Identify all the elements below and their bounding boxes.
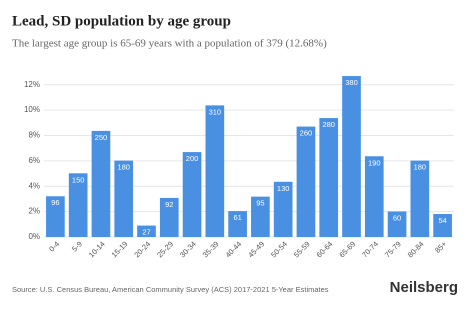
x-tick-label: 0-4 <box>47 239 61 253</box>
source: Source: U.S. Census Bureau, American Com… <box>12 285 329 294</box>
x-tick-label: 55-59 <box>292 239 312 259</box>
value-label: 250 <box>95 133 108 142</box>
bar <box>137 225 156 237</box>
value-label: 190 <box>368 158 381 167</box>
x-tick-label: 35-39 <box>201 239 221 259</box>
x-tick-label: 25-29 <box>155 239 175 259</box>
x-tick-label: 15-19 <box>110 239 130 259</box>
bar <box>273 181 293 237</box>
y-tick-label: 6% <box>28 156 40 165</box>
bar <box>228 211 247 237</box>
x-tick-label: 65-69 <box>337 239 357 259</box>
bar <box>410 160 430 237</box>
value-label: 60 <box>393 213 401 222</box>
bar <box>159 197 179 237</box>
x-tick-label: 20-24 <box>132 239 152 259</box>
brand: Neilsberg <box>390 279 458 296</box>
chart-title: Lead, SD population by age group <box>12 13 231 29</box>
chart-subtitle: The largest age group is 65-69 years wit… <box>12 38 327 50</box>
x-tick-label: 60-64 <box>315 239 335 259</box>
x-tick-label: 70-74 <box>360 239 380 259</box>
bar <box>296 126 316 237</box>
y-tick-label: 0% <box>28 232 40 241</box>
x-tick-label: 85+ <box>433 239 449 255</box>
bar <box>387 211 407 237</box>
bar <box>46 196 65 237</box>
value-label: 54 <box>438 216 446 225</box>
bar <box>205 105 225 237</box>
x-tick-label: 45-49 <box>246 239 266 259</box>
value-label: 180 <box>117 163 130 172</box>
y-tick-label: 2% <box>28 207 40 216</box>
value-label: 380 <box>345 78 358 87</box>
x-tick-label: 75-79 <box>383 239 403 259</box>
bar <box>364 156 384 237</box>
value-label: 92 <box>165 200 173 209</box>
value-label: 310 <box>209 107 222 116</box>
bar <box>114 160 134 237</box>
bar <box>251 196 270 237</box>
x-tick-label: 30-34 <box>178 239 198 259</box>
x-tick-label: 80-84 <box>406 239 426 259</box>
x-tick-label: 10-14 <box>87 239 107 259</box>
value-label: 130 <box>277 184 290 193</box>
bar <box>433 214 452 237</box>
x-tick-label: 5-9 <box>70 239 84 253</box>
bar <box>342 76 361 237</box>
value-label: 96 <box>51 198 59 207</box>
bar <box>319 118 339 237</box>
value-label: 95 <box>256 199 264 208</box>
x-tick-label: 40-44 <box>223 239 243 259</box>
value-label: 280 <box>322 120 335 129</box>
value-label: 61 <box>233 213 241 222</box>
bar <box>91 130 111 237</box>
bar <box>182 152 202 237</box>
y-tick-label: 10% <box>24 105 40 114</box>
y-tick-label: 12% <box>24 80 40 89</box>
bar <box>68 173 88 237</box>
x-tick-label: 50-54 <box>269 239 289 259</box>
value-label: 260 <box>300 129 313 138</box>
value-label: 27 <box>142 228 150 237</box>
value-label: 150 <box>72 175 85 184</box>
value-label: 200 <box>186 154 199 163</box>
y-tick-label: 8% <box>28 131 40 140</box>
y-tick-label: 4% <box>28 181 40 190</box>
value-label: 180 <box>414 163 427 172</box>
